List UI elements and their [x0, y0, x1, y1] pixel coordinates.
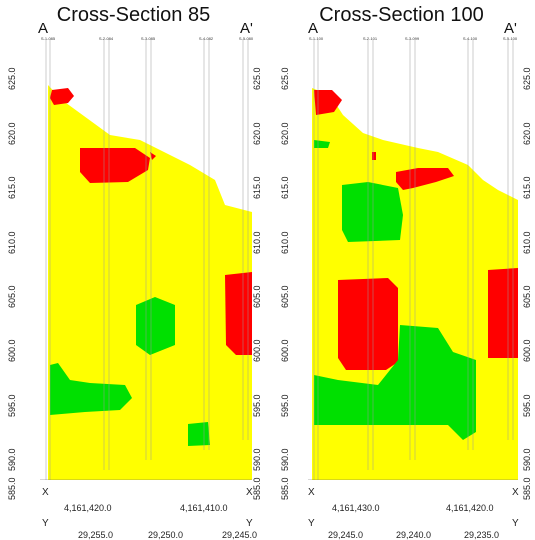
- elevation-label: 590.0: [252, 448, 262, 471]
- red-zone: [150, 152, 156, 160]
- borehole-label: S-2-101: [362, 36, 378, 41]
- elevation-label: 595.0: [280, 394, 290, 417]
- x-coordinate: 4,161,410.0: [180, 503, 228, 513]
- end-label-right: A': [504, 20, 517, 37]
- elevation-label: 615.0: [522, 176, 532, 199]
- y-axis-letter-left: Y: [308, 518, 315, 529]
- x-axis-letter-left: X: [308, 487, 315, 498]
- cross-section-100-panel: Cross-Section 100 A A' S-1-100 S-2-101 S…: [268, 0, 535, 540]
- elevation-label: 600.0: [7, 339, 17, 362]
- cross-section-100-diagram: [308, 40, 518, 480]
- section-title: Cross-Section 100: [319, 4, 484, 26]
- borehole-label: S-4-100: [462, 36, 478, 41]
- red-zone: [396, 168, 454, 190]
- elevation-label: 625.0: [280, 67, 290, 90]
- red-zone: [488, 268, 518, 358]
- elevation-label: 615.0: [280, 176, 290, 199]
- green-zone: [136, 297, 175, 355]
- borehole-label: S-1-100: [308, 36, 324, 41]
- x-axis-letter-right: X: [512, 487, 519, 498]
- elevation-label: 625.0: [7, 67, 17, 90]
- elevation-label: 620.0: [280, 122, 290, 145]
- elevation-label: 605.0: [522, 285, 532, 308]
- red-zone: [225, 272, 252, 355]
- y-coordinate: 29,250.0: [148, 530, 184, 540]
- yellow-zone: [48, 85, 252, 480]
- elevation-label: 625.0: [252, 67, 262, 90]
- borehole-label: S-3-085: [140, 36, 156, 41]
- elevation-label: 585.0: [280, 477, 290, 500]
- y-axis-letter-left: Y: [42, 518, 49, 529]
- elevation-label: 605.0: [280, 285, 290, 308]
- elevation-label: 595.0: [522, 394, 532, 417]
- elevation-label: 590.0: [7, 448, 17, 471]
- x-coordinate: 4,161,420.0: [446, 503, 494, 513]
- elevation-label: 605.0: [7, 285, 17, 308]
- x-axis-letter-left: X: [42, 487, 49, 498]
- elevation-label: 625.0: [522, 67, 532, 90]
- elevation-label: 615.0: [7, 176, 17, 199]
- elevation-label: 600.0: [522, 339, 532, 362]
- elevation-label: 610.0: [252, 231, 262, 254]
- green-zone: [50, 363, 132, 415]
- red-zone: [314, 90, 342, 115]
- y-coordinate: 29,235.0: [464, 530, 500, 540]
- elevation-label: 620.0: [522, 122, 532, 145]
- y-axis-letter-right: Y: [512, 518, 519, 529]
- borehole-columns: [45, 40, 249, 480]
- end-label-right: A': [240, 20, 253, 37]
- section-title: Cross-Section 85: [56, 4, 211, 26]
- green-zone: [342, 182, 403, 242]
- x-coordinate: 4,161,430.0: [332, 503, 380, 513]
- borehole-label: S-3-099: [404, 36, 420, 41]
- elevation-label: 585.0: [7, 477, 17, 500]
- green-zone: [188, 422, 210, 446]
- x-axis-letter-right: X: [246, 487, 253, 498]
- elevation-label: 595.0: [7, 394, 17, 417]
- end-label-left: A: [38, 20, 49, 37]
- elevation-label: 610.0: [7, 231, 17, 254]
- borehole-label: S-1-085: [40, 36, 56, 41]
- elevation-label: 620.0: [252, 122, 262, 145]
- y-coordinate: 29,240.0: [396, 530, 432, 540]
- cross-section-85-panel: Cross-Section 85 A A' S-1-085 S-2-084 S-…: [0, 0, 267, 540]
- y-axis-letter-right: Y: [246, 518, 253, 529]
- y-coordinate: 29,245.0: [222, 530, 258, 540]
- elevation-label: 595.0: [252, 394, 262, 417]
- elevation-label: 585.0: [252, 477, 262, 500]
- elevation-label: 620.0: [7, 122, 17, 145]
- y-coordinate: 29,255.0: [78, 530, 114, 540]
- x-coordinate: 4,161,420.0: [64, 503, 112, 513]
- elevation-label: 585.0: [522, 477, 532, 500]
- elevation-label: 600.0: [252, 339, 262, 362]
- elevation-label: 600.0: [280, 339, 290, 362]
- red-zone: [50, 88, 74, 105]
- elevation-label: 610.0: [522, 231, 532, 254]
- y-coordinate: 29,245.0: [328, 530, 364, 540]
- elevation-label: 605.0: [252, 285, 262, 308]
- borehole-label: S-4-082: [198, 36, 214, 41]
- elevation-label: 615.0: [252, 176, 262, 199]
- red-zone: [372, 152, 376, 160]
- end-label-left: A: [308, 20, 319, 37]
- borehole-columns: [313, 40, 514, 480]
- cross-section-85-diagram: [40, 40, 252, 480]
- borehole-label: S-5-080: [238, 36, 254, 41]
- red-zone: [80, 148, 150, 183]
- elevation-label: 610.0: [280, 231, 290, 254]
- green-zone: [314, 325, 476, 440]
- borehole-label: S-2-084: [98, 36, 114, 41]
- elevation-label: 590.0: [522, 448, 532, 471]
- borehole-label: S-5-100: [502, 36, 518, 41]
- elevation-label: 590.0: [280, 448, 290, 471]
